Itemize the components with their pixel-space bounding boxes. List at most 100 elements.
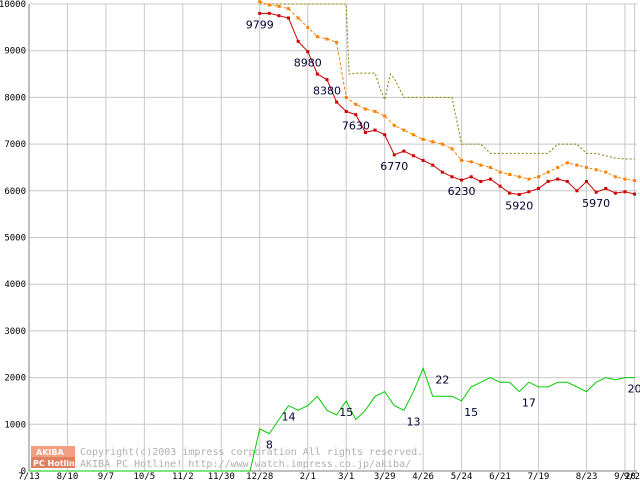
data-label: 13 (407, 415, 421, 428)
point-lowest-price (402, 149, 406, 153)
point-lowest-price (373, 128, 377, 132)
point-lowest-price (421, 158, 425, 162)
series-line-lowest-price (259, 12, 635, 196)
y-tick-label: 0 (21, 467, 26, 477)
point-lowest-price (479, 179, 483, 183)
data-label: 8980 (294, 57, 322, 70)
point-lowest-price (517, 193, 521, 197)
point-average-price (363, 107, 367, 111)
y-tick-label: 1000 (4, 420, 26, 430)
point-average-price (315, 35, 319, 39)
point-lowest-price (527, 190, 531, 194)
data-label: 7630 (342, 120, 370, 133)
point-average-price (565, 161, 569, 165)
point-lowest-price (412, 154, 416, 158)
point-lowest-price (306, 50, 310, 54)
point-average-price (469, 160, 473, 164)
point-average-price (623, 177, 627, 181)
point-average-price (527, 177, 531, 181)
watermark-logo-top-text: AKIBA (36, 448, 64, 457)
x-tick-label: 9/20 (614, 472, 636, 480)
point-average-price (613, 175, 617, 179)
point-average-price (335, 40, 339, 44)
point-average-price (508, 172, 512, 176)
point-average-price (585, 165, 589, 169)
data-label: 20 (628, 383, 640, 396)
data-labels: 9799 8980 8380 7630 6770 6230 5920 5970 8 14 15 13 2… (246, 18, 640, 451)
point-lowest-price (440, 170, 444, 174)
point-average-price (450, 147, 454, 151)
x-tick-label: 11/2 (172, 472, 194, 480)
point-average-price (325, 37, 329, 41)
y-tick-label: 6000 (4, 187, 26, 197)
y-tick-labels: 0 1000 2000 3000 4000 5000 6000 7000 8000 9000 100… (0, 0, 26, 477)
point-average-price (267, 3, 271, 7)
x-tick-label: 10/5 (134, 472, 156, 480)
point-lowest-price (354, 113, 358, 117)
point-lowest-price (325, 78, 329, 82)
point-average-price (373, 109, 377, 113)
point-lowest-price (546, 179, 550, 183)
point-average-price (277, 4, 281, 8)
data-label: 15 (339, 406, 353, 419)
point-average-price (488, 165, 492, 169)
series-line-shop-count (29, 366, 635, 472)
point-average-price (258, 0, 262, 4)
point-average-price (479, 163, 483, 167)
point-average-price (440, 142, 444, 146)
watermark-logo-bottom (31, 457, 75, 468)
point-lowest-price (536, 186, 540, 190)
point-average-price (354, 102, 358, 106)
data-label: 8 (266, 439, 273, 452)
point-average-price (633, 179, 637, 183)
y-tick-label: 5000 (4, 234, 26, 244)
watermark: AKIBA PC Hotline! Copyright(c)2003 impre… (31, 446, 423, 470)
point-average-price (604, 170, 608, 174)
point-lowest-price (296, 39, 300, 43)
x-tick-labels: 7/13 8/10 9/7 10/5 11/2 11/30 12/28 2/1 3/1 3/29 4… (18, 472, 640, 480)
y-tick-label: 4000 (4, 280, 26, 290)
point-lowest-price (267, 11, 271, 15)
point-lowest-price (460, 178, 464, 182)
point-lowest-price (383, 133, 387, 137)
point-lowest-price (556, 177, 560, 181)
point-average-price (517, 175, 521, 179)
point-average-price (575, 163, 579, 167)
data-label: 22 (435, 373, 449, 386)
data-label: 6230 (448, 185, 476, 198)
point-average-price (536, 175, 540, 179)
x-tick-label: 3/29 (374, 472, 396, 480)
point-average-price (392, 123, 396, 127)
point-average-price (556, 165, 560, 169)
x-tick-label: 9/27 (624, 472, 640, 480)
y-tick-label: 9000 (4, 47, 26, 57)
x-tick-label: 5/24 (451, 472, 473, 480)
point-lowest-price (392, 153, 396, 157)
y-tick-label: 7000 (4, 140, 26, 150)
point-lowest-price (315, 72, 319, 76)
series-group (29, 0, 637, 472)
point-lowest-price (585, 179, 589, 183)
y-tick-label: 2000 (4, 374, 26, 384)
data-label: 5920 (505, 200, 533, 213)
point-lowest-price (575, 189, 579, 193)
point-average-price (402, 128, 406, 132)
point-lowest-price (508, 191, 512, 195)
x-tick-label: 6/21 (489, 472, 511, 480)
series-line-average-price (259, 1, 635, 181)
y-tick-label: 8000 (4, 93, 26, 103)
point-lowest-price (344, 109, 348, 113)
data-label: 14 (282, 411, 296, 424)
point-lowest-price (604, 186, 608, 190)
point-lowest-price (613, 191, 617, 195)
point-lowest-price (488, 177, 492, 181)
x-tick-label: 8/23 (576, 472, 598, 480)
point-lowest-price (594, 190, 598, 194)
point-lowest-price (431, 163, 435, 167)
point-average-price (296, 16, 300, 20)
point-lowest-price (450, 175, 454, 179)
point-lowest-price (335, 100, 339, 104)
point-lowest-price (363, 130, 367, 134)
point-average-price (546, 170, 550, 174)
